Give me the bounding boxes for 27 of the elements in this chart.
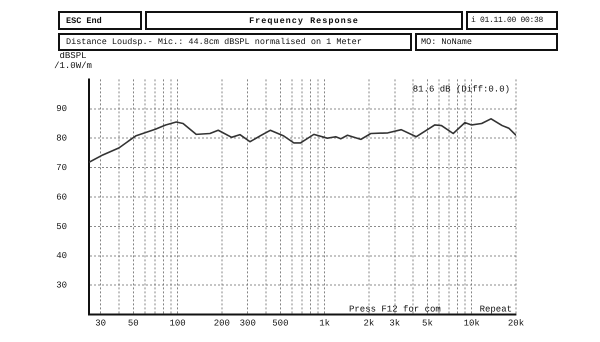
x-tick-label: 1k bbox=[319, 318, 330, 328]
y-tick-label: 80 bbox=[56, 134, 67, 144]
y-tick-label: 70 bbox=[56, 162, 67, 173]
x-tick-label: 100 bbox=[169, 318, 186, 328]
text: ESC End bbox=[58, 11, 142, 30]
x-tick-label: 10k bbox=[464, 318, 480, 328]
x-tick-label: 3k bbox=[389, 318, 400, 328]
text: i 01.11.00 00:38 bbox=[466, 11, 558, 30]
y-tick-label: 90 bbox=[56, 104, 67, 114]
annotation: Press F12 for com bbox=[349, 304, 441, 315]
x-tick-label: 200 bbox=[214, 318, 230, 328]
x-tick-label: 500 bbox=[272, 318, 288, 328]
x-tick-label: 50 bbox=[128, 318, 139, 328]
y-tick-label: 50 bbox=[56, 222, 67, 232]
annotation: Repeat bbox=[480, 304, 512, 315]
chart-subtitle: Distance Loudsp.- Mic.: 44.8cm dBSPL normalised on 1 Meter bbox=[58, 33, 412, 51]
x-tick-label: 5k bbox=[422, 318, 433, 328]
x-tick-label: 20k bbox=[508, 318, 524, 328]
chart-title: Frequency Response bbox=[145, 11, 463, 30]
y-tick-label: 60 bbox=[56, 192, 67, 202]
text: MO: NoName bbox=[415, 33, 558, 51]
x-tick-label: 300 bbox=[240, 318, 256, 328]
y-tick-label: 40 bbox=[56, 251, 67, 262]
y-tick-label: 30 bbox=[56, 280, 67, 291]
annotation: 81.6 dB (Diff:0.0) bbox=[412, 84, 510, 94]
x-tick-label: 2k bbox=[364, 318, 374, 328]
x-tick-label: 30 bbox=[95, 318, 106, 328]
